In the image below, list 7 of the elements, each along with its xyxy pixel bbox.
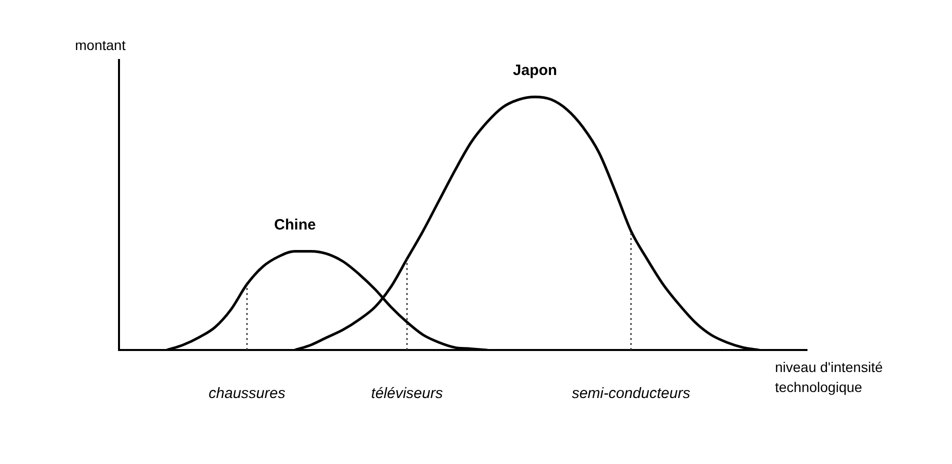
x-axis-title: niveau d'intensité technologique	[775, 358, 883, 395]
x-tick-label: téléviseurs	[371, 385, 444, 402]
x-tick-label: chaussures	[208, 385, 286, 402]
y-axis-title: montant	[75, 36, 126, 53]
series-label: Chine	[274, 216, 316, 234]
series-label: Japon	[512, 62, 558, 80]
x-tick-label: semi-conducteurs	[572, 385, 691, 402]
